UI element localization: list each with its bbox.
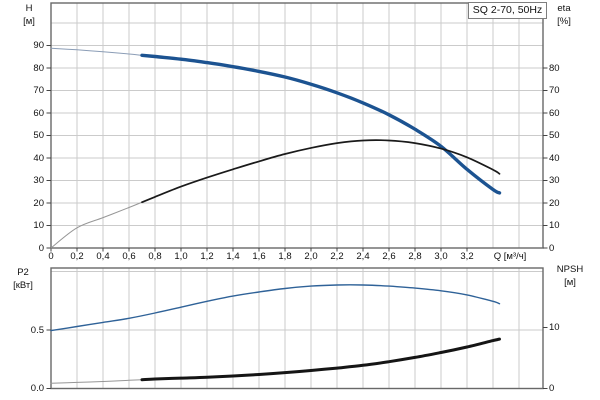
h-axis-unit: [м]	[23, 16, 35, 27]
eta-axis-unit: [%]	[557, 16, 571, 27]
pump-model-title: SQ 2-70, 50Hz	[468, 2, 547, 19]
npsh-axis-name: NPSH	[556, 264, 584, 275]
x-axis-title-q: Q [м³/ч]	[493, 250, 527, 262]
npsh-axis-unit: [м]	[564, 277, 576, 288]
right-axis-title-eta: eta [%]	[547, 2, 581, 28]
left-axis-title-p2: P2 [кВт]	[2, 266, 44, 292]
p2-axis-unit: [кВт]	[13, 280, 33, 291]
right-axis-title-npsh: NPSH [м]	[546, 263, 594, 289]
left-axis-title-h: H [м]	[14, 2, 44, 28]
h-axis-name: H	[25, 3, 33, 14]
eta-axis-name: eta	[557, 3, 571, 14]
p2-axis-name: P2	[17, 267, 29, 278]
